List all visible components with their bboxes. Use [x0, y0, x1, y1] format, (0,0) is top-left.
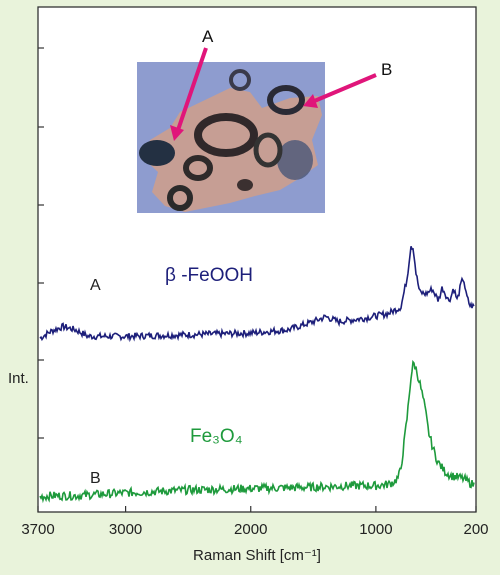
series-a-line	[39, 246, 475, 343]
compound-label-feooh: β -FeOOH	[165, 265, 253, 286]
inset-dark-particle-2	[194, 113, 258, 157]
inset-dark-particle-6	[277, 140, 313, 180]
series-b-label: B	[90, 470, 101, 487]
inset-dark-particle-1	[139, 140, 175, 166]
series-a-label: A	[90, 277, 101, 294]
x-tick-label: 2000	[234, 521, 267, 538]
inset-micrograph: A B	[137, 27, 392, 213]
inset-dark-particle-3	[267, 85, 305, 115]
inset-dark-particle-8	[229, 69, 251, 91]
x-axis-title: Raman Shift [cm⁻¹]	[193, 547, 321, 564]
x-tick-label: 3700	[21, 521, 54, 538]
series-b-line	[39, 359, 475, 504]
inset-label-a: A	[202, 27, 214, 46]
x-tick-label: 3000	[109, 521, 142, 538]
x-tick-label: 200	[463, 521, 488, 538]
inset-dark-particle-4	[183, 155, 213, 181]
inset-arrowhead-a	[170, 125, 184, 141]
inset-label-b: B	[381, 60, 392, 79]
inset-arrowhead-b	[303, 94, 318, 108]
y-axis-title: Int.	[8, 370, 29, 387]
inset-arrow-b	[311, 73, 377, 104]
inset-arrow-a	[175, 47, 208, 134]
x-ticks: 3700 3000 2000 1000 200	[21, 506, 489, 538]
y-ticks	[38, 47, 44, 439]
x-tick-label: 1000	[359, 521, 392, 538]
compound-label-fe3o4: Fe₃O₄	[190, 426, 243, 447]
inset-dark-particle-7	[253, 132, 283, 168]
inset-dark-particle-9	[237, 179, 253, 191]
inset-dark-particle-5	[167, 185, 193, 211]
